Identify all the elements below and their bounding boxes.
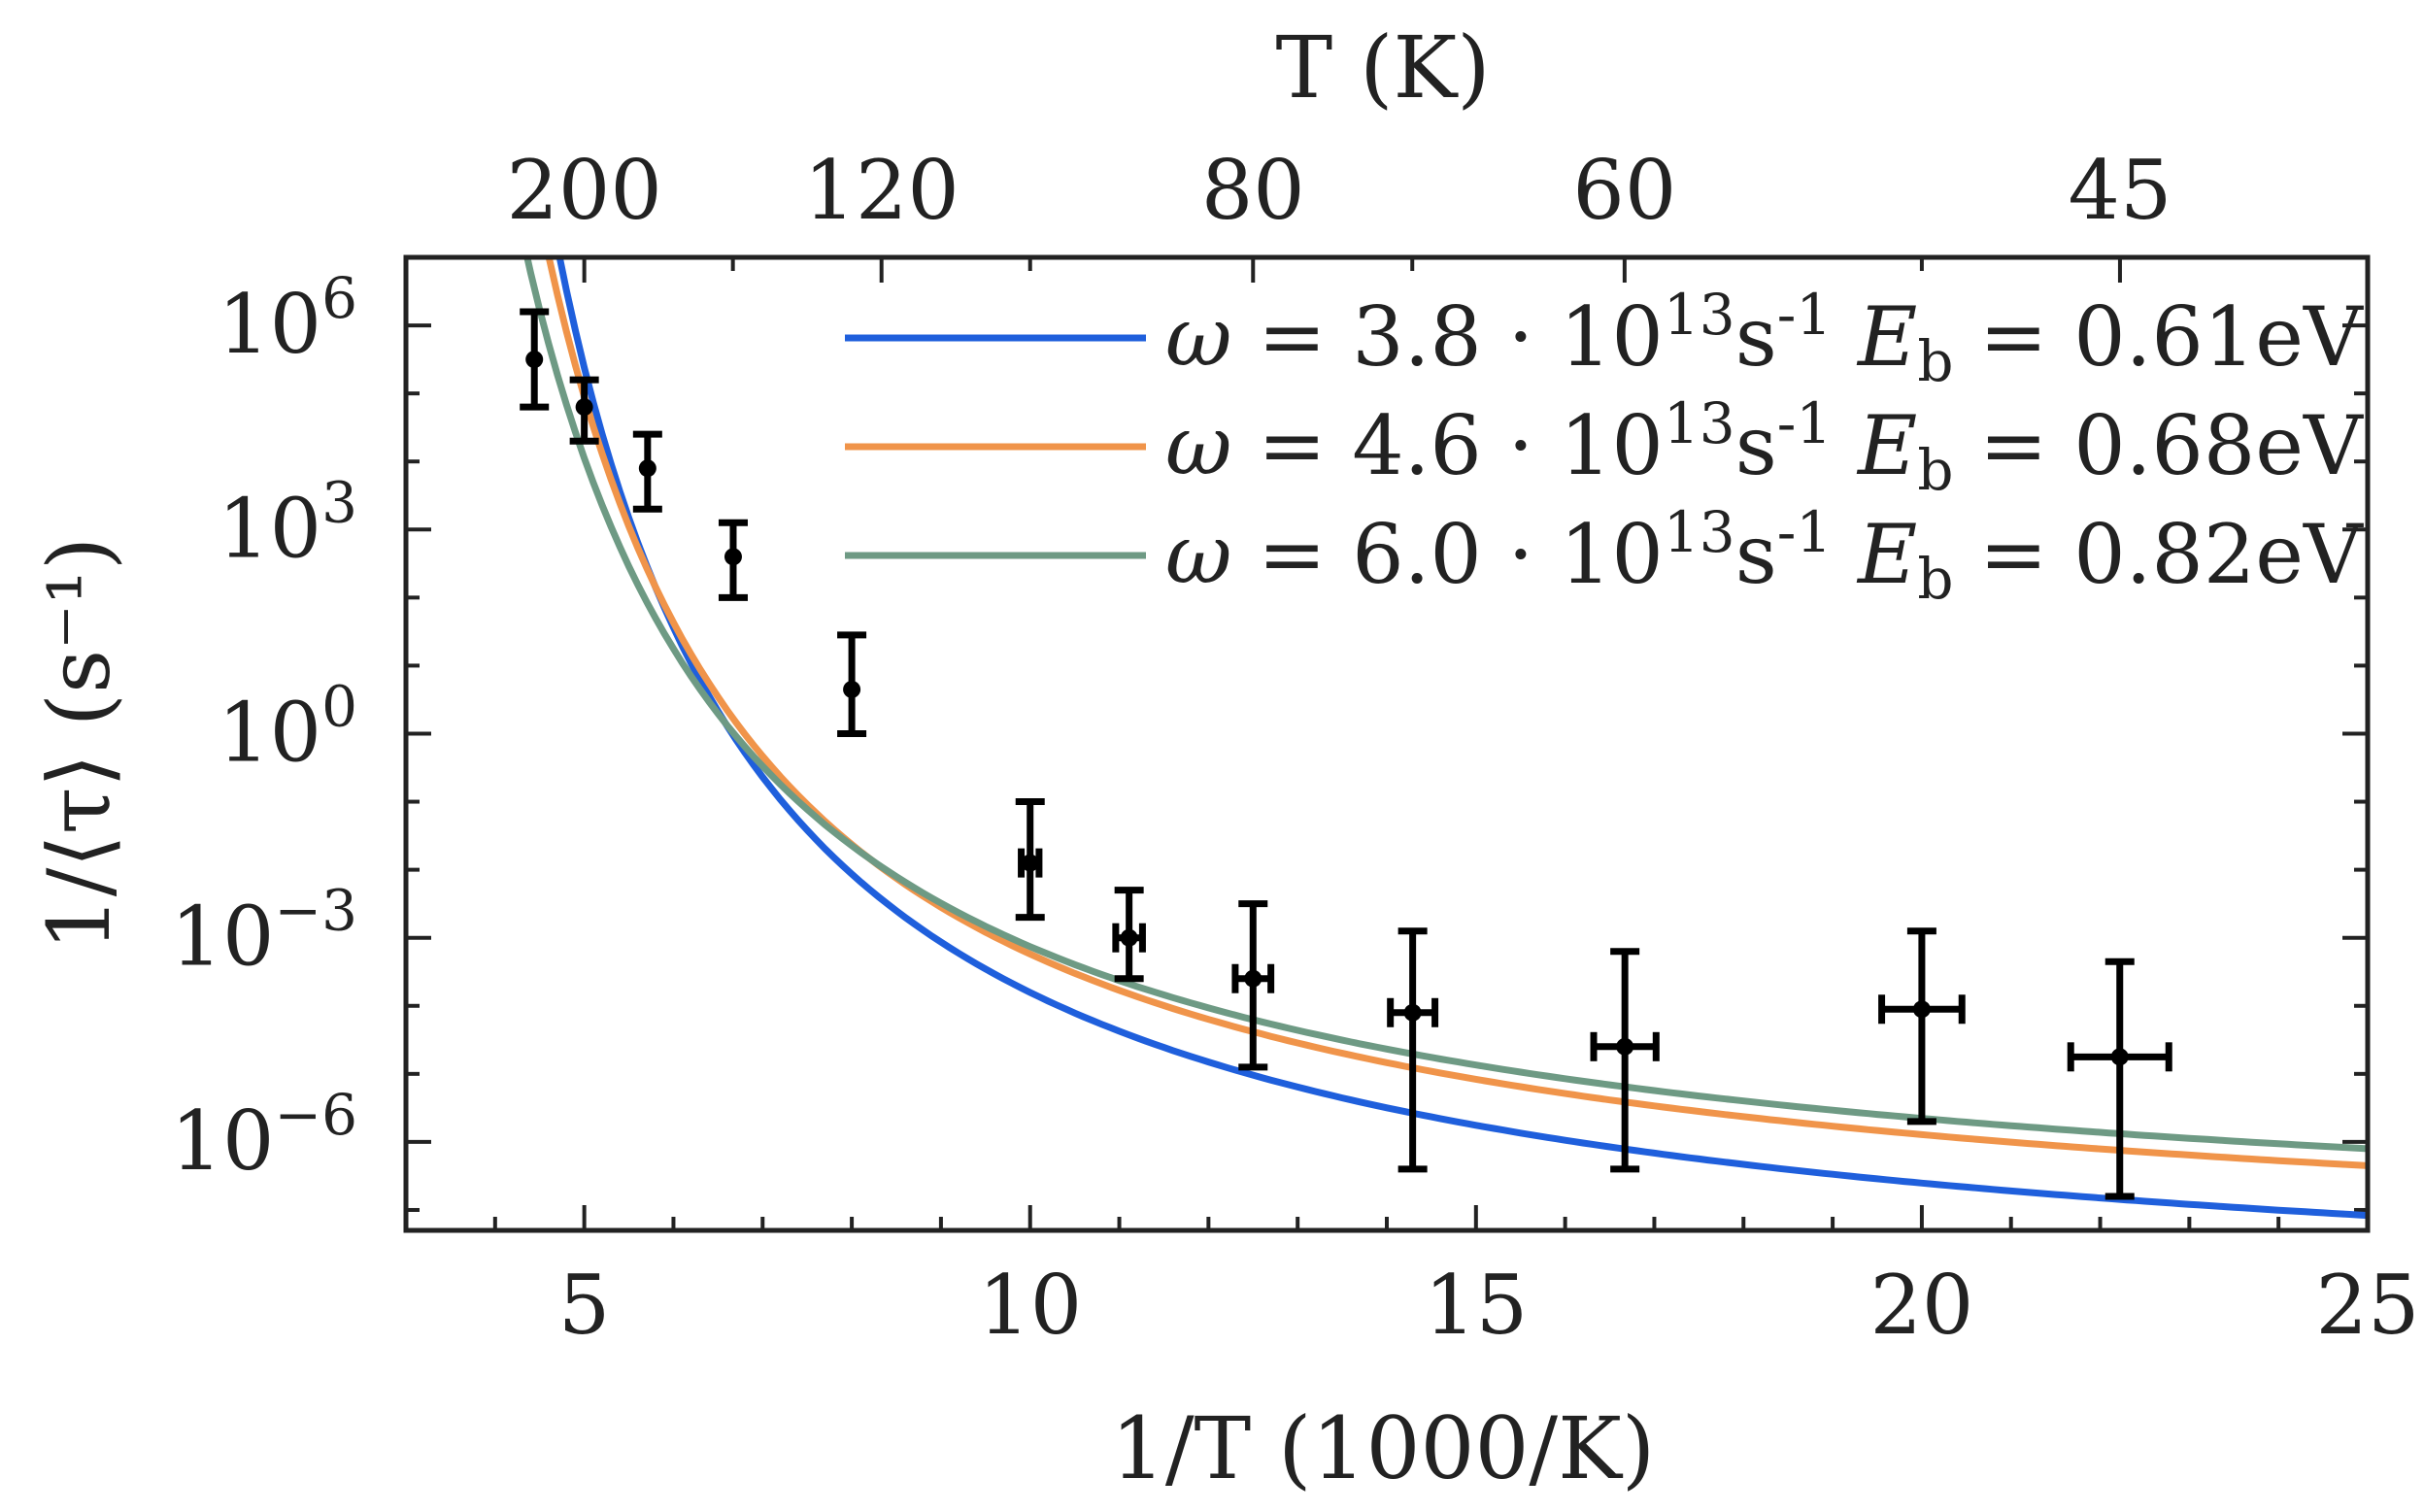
data-point [1590, 948, 1660, 1173]
y-tick-label: 103 [218, 469, 357, 576]
point-marker [575, 398, 593, 417]
data-point [718, 519, 748, 601]
data-point [1015, 798, 1045, 922]
point-marker [1912, 1000, 1931, 1019]
data-point [837, 631, 867, 737]
data-point [632, 430, 662, 513]
top-tick-label: 60 [1572, 143, 1676, 238]
data-point [569, 376, 599, 445]
point-marker [1021, 854, 1039, 872]
top-tick-label: 45 [2069, 143, 2172, 238]
x-tick-label: 15 [1424, 1258, 1528, 1353]
legend-label: ω = 6.0 · 1013s-1 Eb = 0.82eV [1165, 499, 2364, 612]
data-points [520, 308, 2172, 1200]
data-point [1231, 900, 1275, 1071]
fit-curve-fit-3 [523, 257, 2368, 1153]
legend-entry-fit-3: ω = 6.0 · 1013s-1 Eb = 0.82eV [845, 499, 2364, 612]
legend-label: ω = 4.6 · 1013s-1 Eb = 0.68eV [1165, 390, 2364, 503]
top-axis-title: T (K) [1275, 17, 1490, 118]
point-marker [525, 351, 544, 369]
y-tick-label: 100 [218, 673, 357, 780]
top-tick-label: 200 [506, 143, 661, 238]
data-point [1387, 927, 1439, 1173]
point-marker [1244, 969, 1262, 988]
y-tick-label: 10−6 [171, 1082, 357, 1189]
top-tick-label: 120 [804, 143, 960, 238]
fit-curves [523, 257, 2368, 1220]
point-marker [724, 548, 742, 566]
data-point [520, 308, 550, 411]
fit-curve-fit-2 [545, 257, 2368, 1169]
x-axis-title: 1/T (1000/K) [1111, 1398, 1655, 1498]
point-marker [843, 680, 861, 698]
legend-entry-fit-1: ω = 3.8 · 1013s-1 Eb = 0.61eV [845, 282, 2364, 394]
legend-label: ω = 3.8 · 1013s-1 Eb = 0.61eV [1165, 282, 2364, 394]
plot-frame [403, 254, 2371, 1233]
point-marker [638, 459, 656, 478]
tick-labels: 5 10 15 20 25 200 120 80 60 45 106 103 100 10−3 10−6 [171, 143, 2420, 1353]
data-point [1112, 887, 1146, 983]
point-marker [1616, 1037, 1634, 1056]
legend-entry-fit-2: ω = 4.6 · 1013s-1 Eb = 0.68eV [845, 390, 2364, 503]
y-tick-label: 10−3 [171, 878, 357, 985]
x-tick-label: 25 [2316, 1258, 2420, 1353]
y-tick-label: 106 [218, 265, 357, 372]
point-marker [1403, 1003, 1422, 1022]
x-tick-label: 20 [1869, 1258, 1973, 1353]
data-point [2067, 958, 2172, 1200]
x-tick-label: 10 [978, 1258, 1082, 1353]
point-marker [1120, 928, 1138, 947]
top-tick-label: 80 [1201, 143, 1305, 238]
y-axis-title: 1/⟨τ⟩ (s⁻¹) [29, 537, 129, 952]
x-tick-label: 5 [558, 1258, 610, 1353]
point-marker [2110, 1048, 2129, 1066]
data-point [1878, 927, 1966, 1126]
